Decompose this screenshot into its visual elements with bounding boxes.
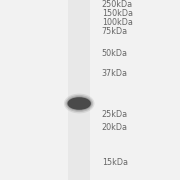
Text: 250kDa: 250kDa	[102, 0, 133, 9]
Text: 20kDa: 20kDa	[102, 123, 128, 132]
Ellipse shape	[67, 96, 92, 111]
Text: 25kDa: 25kDa	[102, 110, 128, 119]
Bar	[68, 0, 90, 180]
Ellipse shape	[68, 97, 91, 110]
Text: 150kDa: 150kDa	[102, 9, 133, 18]
Ellipse shape	[64, 94, 94, 113]
Text: 50kDa: 50kDa	[102, 50, 128, 59]
Text: 37kDa: 37kDa	[102, 69, 128, 78]
Text: 75kDa: 75kDa	[102, 27, 128, 36]
Ellipse shape	[65, 95, 93, 112]
Text: 15kDa: 15kDa	[102, 158, 128, 167]
Text: 100kDa: 100kDa	[102, 18, 133, 27]
